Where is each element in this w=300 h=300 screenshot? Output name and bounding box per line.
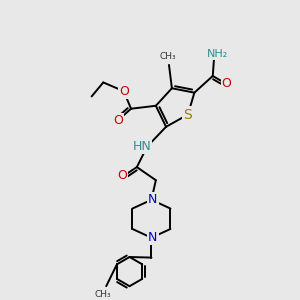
Text: CH₃: CH₃	[95, 290, 112, 299]
Text: N: N	[148, 231, 158, 244]
Text: O: O	[113, 114, 123, 127]
Text: N: N	[148, 193, 158, 206]
Text: S: S	[184, 107, 192, 122]
Text: O: O	[119, 85, 129, 98]
Text: O: O	[221, 77, 231, 90]
Text: NH₂: NH₂	[206, 49, 228, 59]
Text: O: O	[117, 169, 127, 182]
Text: HN: HN	[133, 140, 151, 153]
Text: CH₃: CH₃	[159, 52, 176, 62]
